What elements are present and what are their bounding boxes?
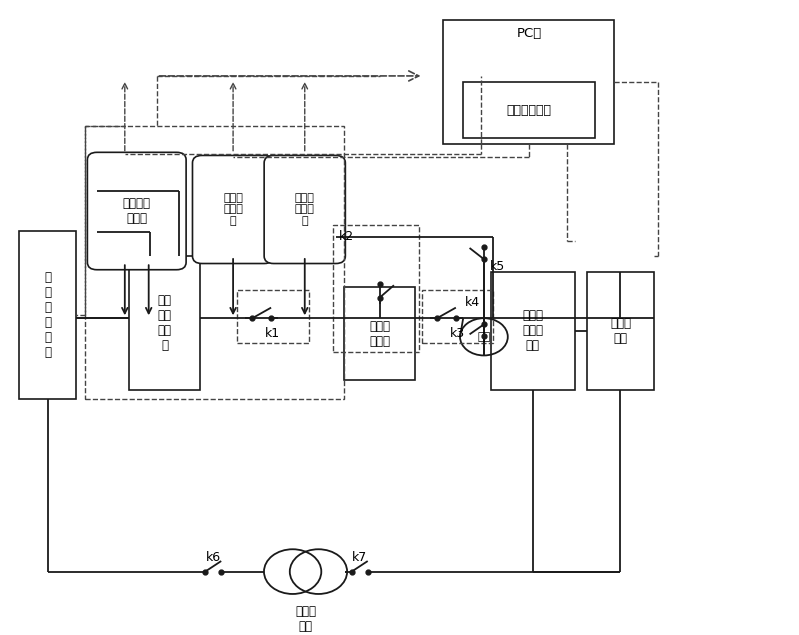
Text: 数据管理平台: 数据管理平台 [507,104,551,117]
Bar [443,20,614,144]
Bar [422,290,494,343]
Bar [332,225,419,352]
Bar [344,287,415,380]
Text: 电子模
拟负载: 电子模 拟负载 [369,319,390,348]
FancyBboxPatch shape [264,156,345,264]
Text: k3: k3 [450,327,465,340]
Text: k5: k5 [491,260,506,273]
Bar [85,126,344,399]
FancyBboxPatch shape [193,156,274,264]
Bar [586,272,654,390]
FancyBboxPatch shape [87,152,186,270]
Text: 电网: 电网 [477,332,491,342]
Text: 智能传
感器终
端: 智能传 感器终 端 [295,193,315,226]
Bar [237,290,308,343]
Bar [491,272,574,390]
Text: k2: k2 [339,230,354,243]
Text: k1: k1 [265,327,280,340]
Text: k4: k4 [465,296,480,309]
Text: 电
池
模
拟
系
统: 电 池 模 拟 系 统 [44,271,51,359]
Text: 智能传感
器终端: 智能传感 器终端 [123,197,151,225]
Text: 电网模
拟器: 电网模 拟器 [610,317,631,345]
Text: PC机: PC机 [516,27,542,40]
Text: 智能传
感器终
端: 智能传 感器终 端 [223,193,243,226]
Text: k7: k7 [352,551,368,565]
Text: 降压变
压器: 降压变 压器 [295,605,316,633]
Bar [19,231,76,399]
Bar [129,256,201,390]
Text: 待测
储能
逆变
器: 待测 储能 逆变 器 [157,294,172,352]
Text: 模拟电
网阻抗
网络: 模拟电 网阻抗 网络 [523,309,543,352]
Bar [463,82,594,138]
Text: k6: k6 [205,551,221,565]
